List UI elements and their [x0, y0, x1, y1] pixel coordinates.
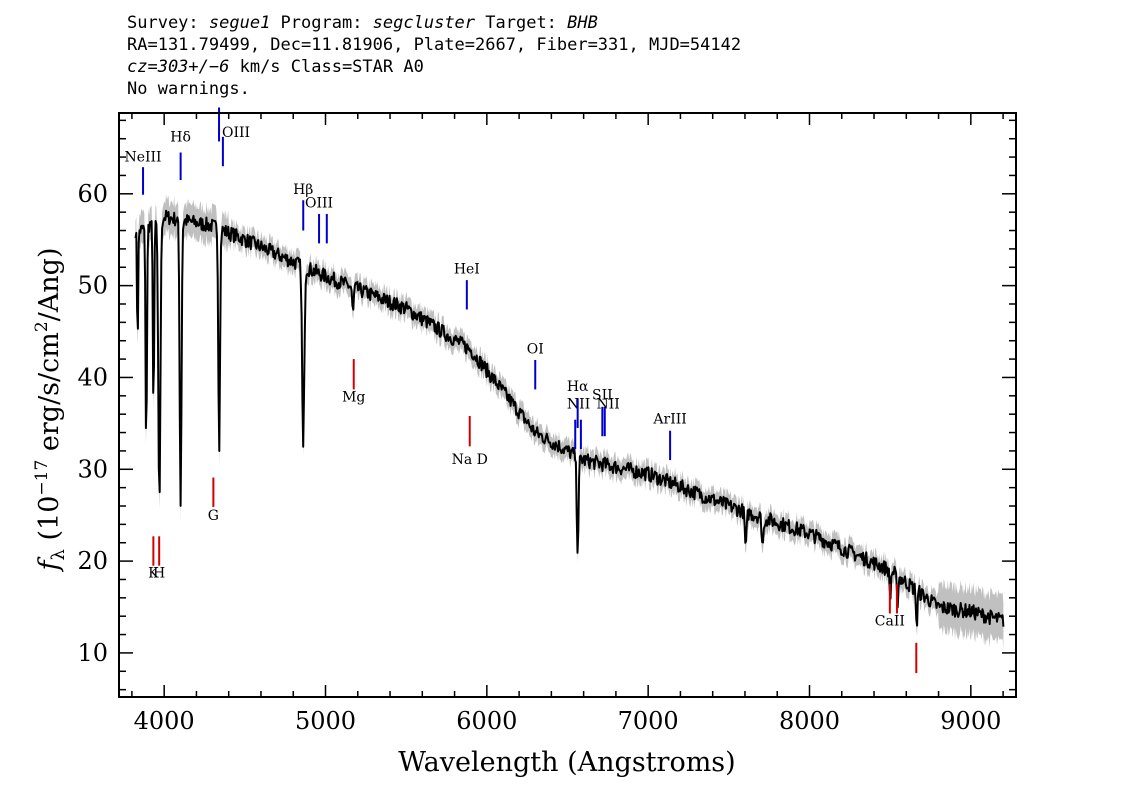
x-tick-label: 9000: [940, 707, 1001, 735]
line-label: OIII: [305, 196, 333, 212]
line-label: NeIII: [124, 150, 161, 166]
line-label: Hδ: [170, 129, 191, 145]
line-label: SII: [592, 387, 613, 403]
line-label: Mg: [342, 389, 365, 405]
spectrum-header: Survey: segue1 Program: segcluster Targe…: [127, 12, 741, 100]
header-line-coordinates: RA=131.79499, Dec=11.81906, Plate=2667, …: [127, 35, 742, 55]
spectral-line-markers: NeIIIHδOIIIHβOIIIHeIOINIIHαSIINIIArIIIMg…: [124, 107, 918, 674]
line-label: Hβ: [293, 182, 313, 198]
y-axis-title-exp1: −17: [32, 460, 52, 496]
axis-ticks: [119, 113, 1016, 697]
target-label: Target:: [475, 13, 568, 33]
redshift-value: cz=303+/−6: [127, 57, 230, 77]
x-tick-label: 8000: [779, 707, 840, 735]
target-value: BHB: [567, 13, 598, 33]
y-axis-title-post: /Ang): [34, 248, 65, 322]
line-label: CaII: [875, 613, 905, 629]
y-tick-label: 40: [77, 363, 108, 391]
y-axis-title: fλ (10−17 erg/s/cm2/Ang): [32, 248, 69, 573]
x-tick-label: 4000: [134, 707, 195, 735]
line-label: H: [153, 566, 165, 582]
axis-tick-labels: 4000 5000 6000 7000 8000 9000 10 20 30 40 50 60: [77, 180, 1001, 735]
x-tick-label: 5000: [295, 707, 356, 735]
line-label: NII: [596, 397, 619, 413]
x-tick-label: 6000: [456, 707, 517, 735]
line-label: OIII: [222, 125, 250, 141]
header-line-warnings: No warnings.: [127, 79, 250, 99]
plot-frame: [118, 112, 1017, 698]
line-label: ArIII: [652, 411, 686, 427]
flux-error-band: [135, 194, 1004, 650]
line-label: HeI: [454, 262, 480, 278]
header-line-survey: Survey: segue1 Program: segcluster Targe…: [127, 12, 741, 34]
x-axis-title: Wavelength (Angstroms): [398, 747, 735, 778]
line-label: K: [148, 566, 159, 582]
flux-line: [134, 209, 1005, 627]
y-tick-label: 10: [77, 639, 108, 667]
y-axis-title-mid: erg/s/cm: [34, 332, 65, 460]
survey-label: Survey:: [127, 13, 209, 33]
x-tick-label: 7000: [618, 707, 679, 735]
y-axis-title-pre: (10: [34, 496, 65, 549]
line-label: Na D: [452, 452, 488, 468]
y-tick-label: 50: [77, 272, 108, 300]
y-axis-title-sub: λ: [48, 549, 69, 560]
y-axis-title-exp2: 2: [32, 321, 52, 332]
y-tick-label: 30: [77, 455, 108, 483]
program-value: segcluster: [372, 13, 476, 33]
header-line-redshift: cz=303+/−6 km/s Class=STAR A0: [127, 56, 741, 78]
survey-value: segue1: [208, 13, 271, 33]
y-tick-label: 20: [77, 547, 108, 575]
line-label: Hα: [567, 379, 589, 395]
program-label: Program:: [270, 13, 373, 33]
redshift-class: km/s Class=STAR A0: [229, 57, 424, 77]
line-label: OI: [527, 342, 544, 358]
y-tick-label: 60: [77, 180, 108, 208]
line-label: G: [208, 508, 219, 524]
